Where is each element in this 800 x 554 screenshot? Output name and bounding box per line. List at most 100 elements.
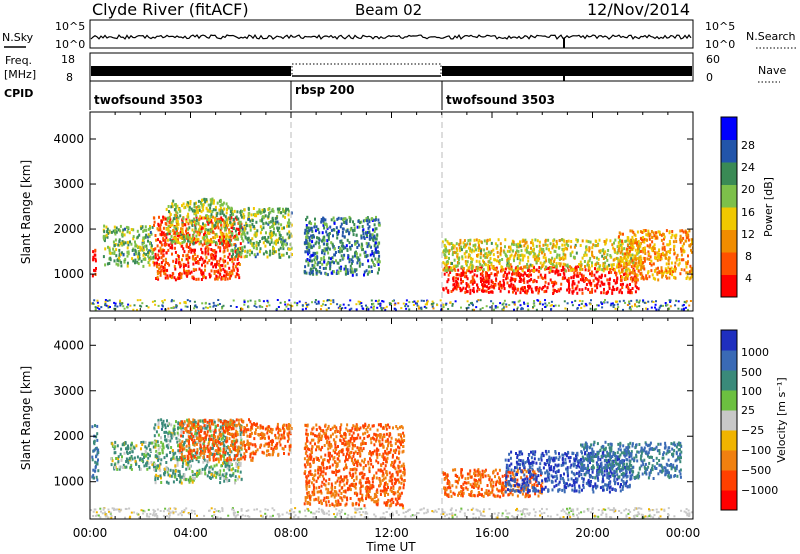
range-gate bbox=[652, 231, 655, 235]
range-gate bbox=[147, 227, 150, 231]
range-gate bbox=[533, 268, 536, 272]
range-gate bbox=[219, 469, 222, 473]
range-gate bbox=[174, 250, 177, 254]
range-gate bbox=[646, 277, 649, 281]
range-gate bbox=[290, 223, 293, 227]
range-gate bbox=[504, 238, 507, 242]
range-gate bbox=[674, 261, 677, 265]
range-gate bbox=[379, 304, 382, 307]
range-gate bbox=[191, 224, 194, 227]
range-gate bbox=[526, 302, 529, 305]
range-gate bbox=[159, 462, 162, 466]
range-gate bbox=[177, 261, 180, 265]
range-gate bbox=[337, 216, 340, 220]
range-gate bbox=[500, 246, 502, 250]
range-gate bbox=[534, 238, 537, 242]
range-gate bbox=[529, 263, 532, 267]
range-gate bbox=[145, 450, 147, 454]
range-gate bbox=[636, 305, 638, 308]
range-gate bbox=[522, 255, 525, 259]
range-gate bbox=[303, 231, 306, 235]
range-gate bbox=[651, 248, 654, 252]
range-gate bbox=[467, 283, 470, 287]
range-gate bbox=[657, 255, 659, 259]
range-gate bbox=[465, 263, 468, 267]
range-gate bbox=[496, 259, 498, 263]
range-gate bbox=[224, 215, 227, 219]
range-gate bbox=[113, 463, 116, 467]
range-gate bbox=[238, 263, 241, 266]
range-gate bbox=[156, 477, 159, 481]
range-gate bbox=[286, 224, 289, 228]
range-gate bbox=[144, 244, 147, 248]
range-gate bbox=[178, 276, 181, 280]
range-gate bbox=[345, 229, 348, 233]
range-gate bbox=[222, 432, 224, 435]
range-gate bbox=[610, 263, 613, 267]
range-gate bbox=[453, 282, 456, 286]
range-gate bbox=[160, 250, 163, 254]
range-gate bbox=[517, 242, 519, 246]
range-gate bbox=[245, 254, 248, 258]
range-gate bbox=[648, 234, 651, 238]
range-gate bbox=[224, 246, 227, 250]
range-gate bbox=[194, 433, 196, 437]
range-gate bbox=[166, 444, 169, 448]
range-gate bbox=[439, 299, 442, 302]
range-gate bbox=[377, 257, 380, 261]
range-gate bbox=[467, 253, 470, 257]
range-gate bbox=[655, 308, 658, 311]
range-gate bbox=[571, 304, 574, 307]
range-gate bbox=[639, 237, 642, 241]
range-gate bbox=[157, 238, 159, 242]
range-gate bbox=[618, 300, 621, 303]
range-gate bbox=[204, 264, 207, 268]
range-gate bbox=[664, 267, 667, 271]
range-gate bbox=[476, 283, 479, 287]
range-gate bbox=[91, 302, 94, 305]
range-gate bbox=[165, 227, 168, 231]
range-gate bbox=[681, 229, 684, 233]
noise-tick-top-left: 10^5 bbox=[55, 20, 85, 33]
range-gate bbox=[307, 261, 310, 265]
range-gate bbox=[188, 446, 191, 450]
range-gate bbox=[231, 257, 233, 261]
range-gate bbox=[626, 283, 629, 287]
range-gate bbox=[606, 253, 609, 257]
range-gate bbox=[154, 481, 157, 485]
range-gate bbox=[373, 305, 375, 308]
range-gate bbox=[161, 233, 164, 237]
range-gate bbox=[222, 420, 225, 423]
range-gate bbox=[243, 245, 246, 249]
range-gate bbox=[339, 258, 342, 262]
range-gate bbox=[261, 219, 264, 223]
range-gate bbox=[167, 481, 170, 485]
range-gate bbox=[654, 256, 656, 260]
range-gate bbox=[94, 466, 97, 469]
range-gate bbox=[469, 263, 472, 267]
range-gate bbox=[348, 258, 351, 261]
range-gate bbox=[685, 271, 688, 275]
range-gate bbox=[176, 211, 179, 215]
range-gate bbox=[362, 228, 365, 232]
range-gate bbox=[629, 288, 632, 292]
range-gate bbox=[204, 232, 206, 236]
range-gate bbox=[538, 270, 541, 274]
range-gate bbox=[443, 249, 445, 253]
range-gate bbox=[646, 233, 649, 237]
range-gate bbox=[464, 255, 467, 259]
range-gate bbox=[221, 473, 224, 477]
range-gate bbox=[329, 225, 332, 229]
range-gate bbox=[141, 443, 144, 446]
range-gate bbox=[420, 299, 423, 302]
range-gate bbox=[236, 269, 239, 272]
range-gate bbox=[195, 222, 197, 226]
range-gate bbox=[655, 231, 658, 235]
range-gate bbox=[200, 271, 203, 274]
range-gate bbox=[177, 233, 180, 237]
range-gate bbox=[205, 242, 208, 246]
range-gate bbox=[266, 238, 269, 242]
range-gate bbox=[220, 221, 222, 224]
range-gate bbox=[275, 309, 278, 311]
range-gate bbox=[109, 306, 111, 308]
